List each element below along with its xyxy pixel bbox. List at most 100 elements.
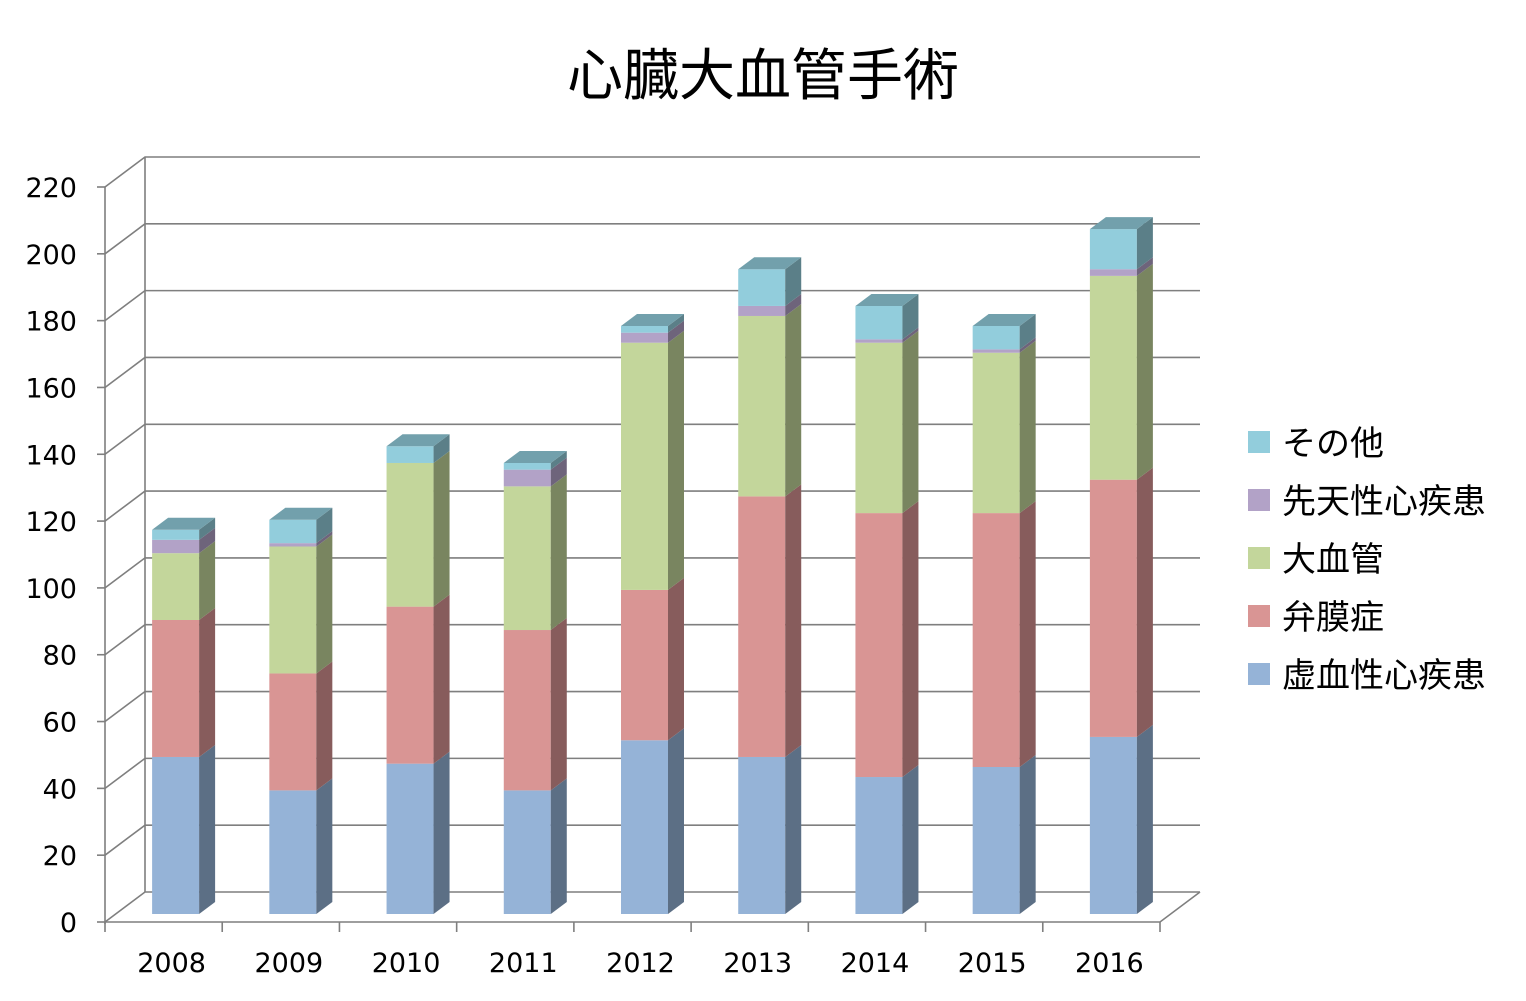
bar-side: [1019, 501, 1036, 767]
bar-stack-2014: [855, 293, 919, 914]
bar-stack-2011: [503, 450, 567, 914]
bar-face: [503, 630, 551, 791]
bar-face: [503, 790, 551, 914]
bar-face: [386, 462, 434, 607]
x-tick-label: 2014: [841, 948, 910, 979]
bar-face: [1089, 736, 1137, 914]
bar-segment: [386, 751, 450, 914]
bar-face: [386, 606, 434, 764]
legend-label: 虚血性心疾患: [1282, 656, 1486, 696]
bar-side: [550, 457, 567, 487]
bar-side: [668, 320, 684, 343]
bar-segment: [972, 337, 1036, 353]
bar-segment: [738, 484, 802, 757]
bar-side: [433, 450, 450, 607]
bar-face: [269, 790, 317, 914]
bar-segment: [738, 293, 802, 316]
bar-side: [199, 541, 216, 620]
y-tick-label: 60: [43, 708, 77, 739]
bar-segment: [269, 661, 333, 791]
legend-item: 先天性心疾患: [1248, 482, 1486, 522]
bar-side: [199, 744, 216, 914]
bar-face: [972, 326, 1020, 350]
bar-face: [855, 342, 903, 514]
bar-segment: [1089, 257, 1153, 276]
legend-item: 弁膜症: [1248, 598, 1384, 638]
bar-segment: [152, 744, 216, 914]
bars-layer: [152, 217, 1153, 914]
bar-side: [316, 531, 333, 547]
legend-swatch: [1248, 489, 1270, 511]
y-tick-label: 200: [25, 240, 77, 271]
bar-side: [199, 608, 216, 757]
x-tick-label: 2012: [606, 948, 675, 979]
bar-segment: [1089, 263, 1153, 480]
bar-face: [1089, 229, 1137, 270]
legend-label: 大血管: [1282, 540, 1384, 580]
bar-face: [1089, 269, 1137, 276]
bar-segment: [269, 507, 333, 544]
y-tick-label: 180: [25, 307, 77, 338]
bar-face: [855, 777, 903, 914]
bar-side: [1019, 337, 1036, 353]
bar-top: [972, 314, 1036, 326]
legend-item: 虚血性心疾患: [1248, 656, 1486, 696]
y-tick-label: 140: [25, 440, 77, 471]
bar-segment: [152, 517, 216, 540]
bar-face: [152, 539, 200, 554]
chart-title: 心臓大血管手術: [567, 44, 959, 109]
bar-side: [902, 330, 919, 514]
legend-swatch: [1248, 431, 1270, 453]
bar-segment: [621, 314, 684, 333]
bar-face: [503, 469, 551, 487]
bar-side: [668, 330, 684, 590]
bar-segment: [972, 501, 1036, 767]
bar-side: [199, 517, 216, 540]
bar-face: [1089, 479, 1137, 737]
y-tick-label: 100: [25, 574, 77, 605]
bar-face: [503, 486, 551, 631]
bar-side: [433, 594, 450, 764]
legend-swatch: [1248, 605, 1270, 627]
bar-segment: [855, 293, 919, 340]
bar-segment: [972, 314, 1036, 350]
bar-side: [902, 293, 919, 340]
bar-top: [503, 450, 567, 463]
bar-face: [269, 543, 317, 547]
bar-face: [738, 496, 786, 757]
bar-top: [855, 293, 919, 306]
bar-face: [738, 756, 786, 914]
y-tick-label: 160: [25, 373, 77, 404]
bar-side: [1136, 217, 1153, 270]
bar-segment: [855, 327, 919, 343]
bar-top: [1089, 217, 1153, 230]
bar-side: [433, 751, 450, 914]
bar-face: [621, 589, 668, 741]
bar-stack-2015: [972, 314, 1036, 914]
bar-segment: [621, 577, 684, 741]
bar-side: [316, 507, 333, 544]
bar-top: [738, 257, 802, 270]
bar-side: [668, 577, 684, 741]
bar-face: [738, 305, 786, 316]
bar-face: [972, 349, 1020, 353]
bar-segment: [738, 257, 802, 306]
bar-segment: [386, 450, 450, 607]
bar-face: [152, 756, 200, 914]
bar-top: [621, 314, 684, 326]
bar-segment: [972, 340, 1036, 514]
bar-side: [316, 778, 333, 914]
bar-face: [972, 352, 1020, 514]
bar-segment: [503, 778, 567, 914]
bar-segment: [621, 330, 684, 590]
bar-segment: [738, 303, 802, 497]
bar-face: [386, 763, 434, 914]
x-tick-label: 2010: [372, 948, 441, 979]
bar-side: [902, 327, 919, 343]
bar-face: [855, 339, 903, 343]
bar-stack-2010: [386, 434, 450, 914]
bar-stack-2016: [1089, 217, 1153, 914]
